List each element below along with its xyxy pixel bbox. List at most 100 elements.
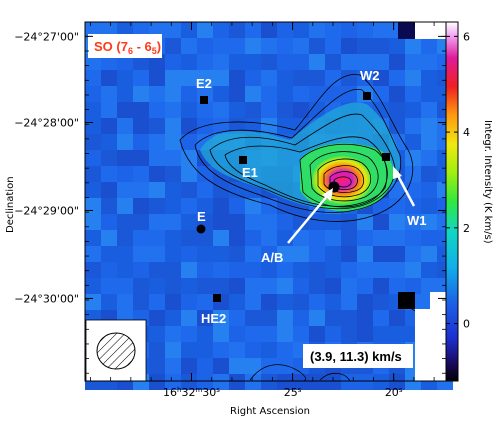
- map-pixel: [389, 118, 405, 134]
- map-pixel: [165, 374, 181, 390]
- map-pixel: [133, 278, 149, 294]
- map-pixel: [309, 278, 325, 294]
- map-pixel: [229, 182, 245, 198]
- map-pixel: [181, 214, 197, 230]
- map-pixel: [421, 102, 437, 118]
- map-pixel: [149, 118, 165, 134]
- masked-pixel-top: [398, 22, 415, 39]
- map-pixel: [213, 230, 229, 246]
- map-pixel: [277, 246, 293, 262]
- map-pixel: [293, 374, 309, 390]
- map-pixel: [165, 262, 181, 278]
- map-pixel: [117, 182, 133, 198]
- label-HE2: HE2: [201, 311, 226, 326]
- colorbar-gradient: [445, 21, 459, 382]
- map-pixel: [405, 166, 421, 182]
- map-pixel: [117, 70, 133, 86]
- map-pixel: [293, 54, 309, 70]
- map-pixel: [229, 38, 245, 54]
- map-pixel: [261, 118, 277, 134]
- map-pixel: [101, 118, 117, 134]
- map-pixel: [373, 22, 389, 38]
- map-pixel: [149, 246, 165, 262]
- beam-ellipse: [96, 332, 136, 370]
- map-pixel: [325, 38, 341, 54]
- map-pixel: [197, 358, 213, 374]
- map-pixel: [149, 182, 165, 198]
- marker-E: [196, 224, 206, 234]
- map-pixel: [357, 230, 373, 246]
- map-pixel: [245, 374, 261, 390]
- map-pixel: [197, 70, 213, 86]
- x-tick-labels: 16h32m30s 25s 20s: [163, 386, 403, 399]
- map-pixel: [165, 150, 181, 166]
- map-pixel: [357, 54, 373, 70]
- map-pixel: [277, 22, 293, 38]
- map-pixel: [277, 342, 293, 358]
- map-pixel: [389, 54, 405, 70]
- map-pixel: [229, 294, 245, 310]
- map-pixel: [149, 166, 165, 182]
- map-pixel: [261, 198, 277, 214]
- map-pixel: [405, 214, 421, 230]
- map-pixel: [357, 262, 373, 278]
- map-pixel: [133, 198, 149, 214]
- map-pixel: [229, 198, 245, 214]
- map-pixel: [101, 70, 117, 86]
- map-pixel: [325, 310, 341, 326]
- map-pixel: [213, 54, 229, 70]
- map-pixel: [149, 198, 165, 214]
- map-pixel: [261, 374, 277, 390]
- map-pixel: [293, 38, 309, 54]
- map-pixel: [373, 230, 389, 246]
- map-pixel: [165, 278, 181, 294]
- map-pixel: [357, 310, 373, 326]
- map-pixel: [197, 262, 213, 278]
- arrowhead-AB: [322, 188, 333, 201]
- map-pixel: [389, 374, 405, 390]
- label-E1: E1: [242, 165, 258, 180]
- map-pixel: [85, 150, 101, 166]
- map-pixel: [261, 38, 277, 54]
- map-pixel: [149, 262, 165, 278]
- map-pixel: [213, 358, 229, 374]
- map-pixel: [181, 374, 197, 390]
- map-pixel: [229, 54, 245, 70]
- map-pixel: [213, 102, 229, 118]
- x-tick-label: 25s: [284, 386, 302, 399]
- source-markers: E2 W2 E1 W1 E A/B HE2: [196, 68, 427, 326]
- map-pixel: [389, 182, 405, 198]
- map-pixel: [229, 342, 245, 358]
- map-pixel: [229, 326, 245, 342]
- map-pixel: [85, 134, 101, 150]
- map-pixel: [181, 198, 197, 214]
- map-pixel: [101, 278, 117, 294]
- map-pixel: [101, 230, 117, 246]
- map-pixel: [341, 262, 357, 278]
- map-pixel: [165, 198, 181, 214]
- map-pixel: [277, 118, 293, 134]
- map-pixel: [341, 278, 357, 294]
- map-pixel: [373, 374, 389, 390]
- map-pixel: [261, 230, 277, 246]
- map-pixel: [421, 118, 437, 134]
- map-pixel: [181, 342, 197, 358]
- map-pixel: [421, 246, 437, 262]
- map-pixel: [309, 294, 325, 310]
- map-pixel: [165, 326, 181, 342]
- map-pixel: [229, 214, 245, 230]
- map-pixel: [245, 214, 261, 230]
- map-pixel: [293, 86, 309, 102]
- map-pixel: [277, 358, 293, 374]
- map-pixel: [85, 262, 101, 278]
- map-pixel: [181, 278, 197, 294]
- map-pixel: [133, 134, 149, 150]
- map-pixel: [293, 326, 309, 342]
- map-pixel: [245, 198, 261, 214]
- map-pixel: [165, 54, 181, 70]
- map-pixel: [181, 326, 197, 342]
- map-pixel: [293, 294, 309, 310]
- label-W1: W1: [407, 213, 427, 228]
- map-pixel: [181, 294, 197, 310]
- map-pixel: [309, 230, 325, 246]
